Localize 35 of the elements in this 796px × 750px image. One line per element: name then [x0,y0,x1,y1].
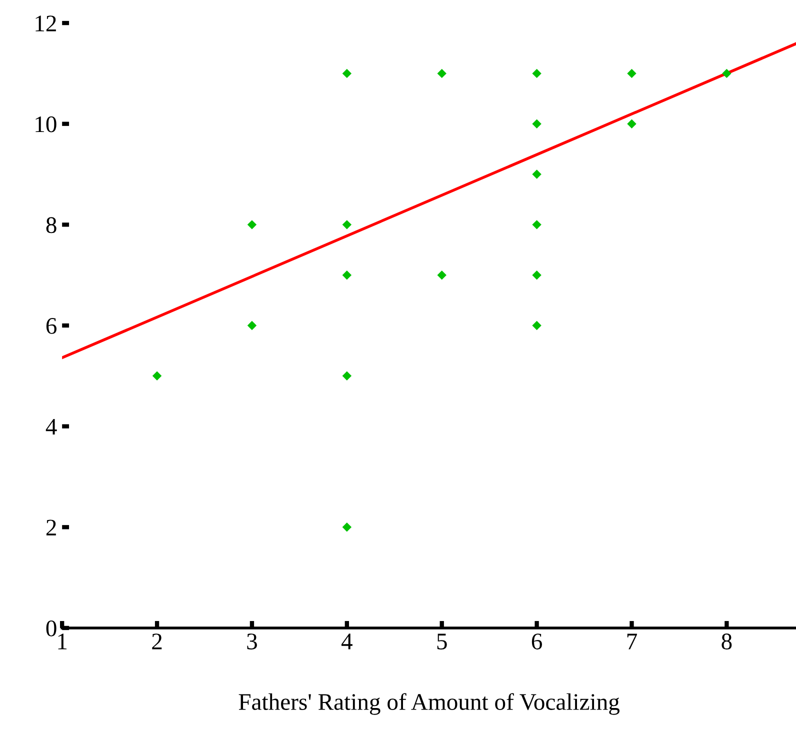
point [532,320,542,330]
point [152,371,162,381]
y-tick-label: 4 [46,418,57,435]
point [247,320,257,330]
x-tick-label: 8 [722,634,732,650]
point [627,119,636,128]
y-tick-label: 8 [46,217,56,234]
y-tick-label: 10 [36,116,56,132]
point [722,68,732,78]
point [342,220,352,230]
x-tick-label: 3 [247,634,257,650]
point [437,270,446,280]
point [532,170,542,179]
x-tick-label: 6 [532,634,542,650]
point [342,68,352,78]
x-tick-label: 1 [58,634,67,650]
point [437,68,446,78]
x-tick-label: 2 [152,634,162,650]
point [342,522,352,532]
x-axis-title: Fathers' Rating of Amount of Vocalizing [238,693,620,715]
y-tick-label: 2 [46,520,56,536]
x-tick-label: 5 [437,634,447,650]
y-tick-label: 0 [46,620,56,636]
point [532,270,542,280]
point [532,119,542,128]
x-tick-label: 7 [627,634,637,650]
point [532,68,542,78]
point [247,220,257,230]
point [627,68,636,78]
point [342,270,352,280]
x-tick-label: 4 [341,634,352,650]
point [342,371,352,381]
y-tick-label: 12 [36,16,56,32]
point [532,220,542,230]
y-tick-label: 6 [46,318,57,334]
